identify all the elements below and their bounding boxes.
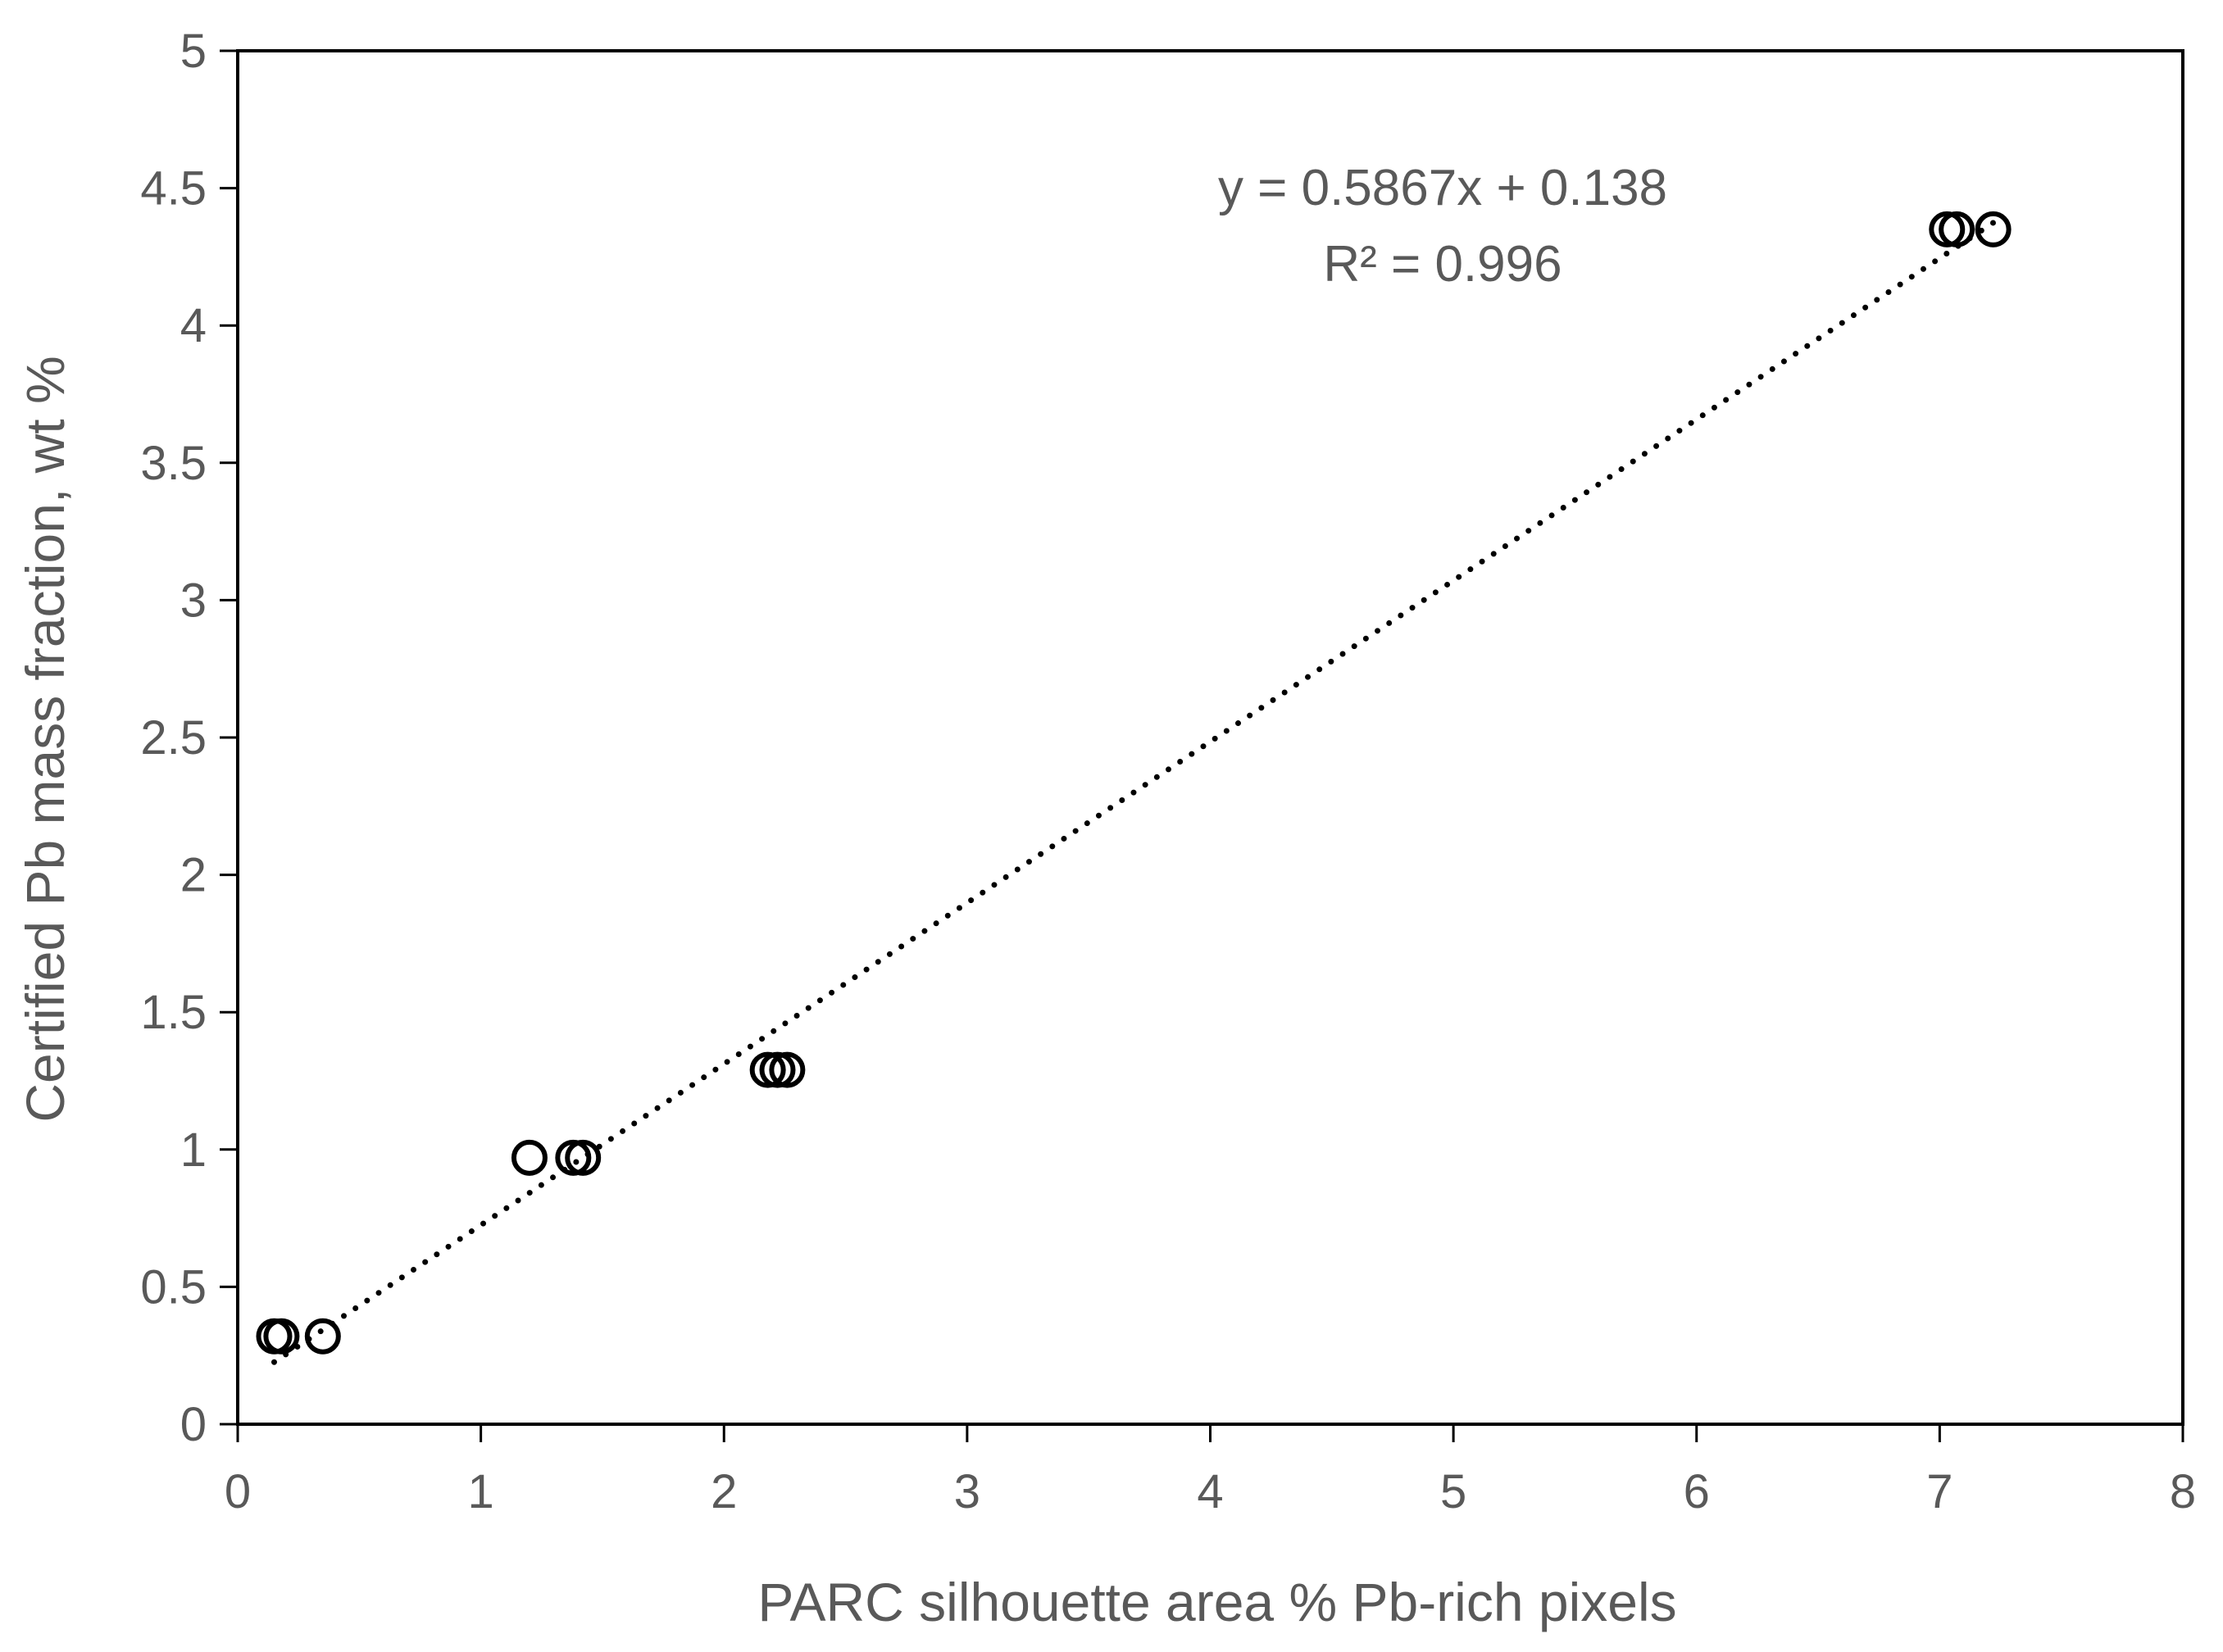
y-tick-label: 2 [180, 849, 207, 902]
y-tick-label: 4.5 [140, 162, 207, 216]
data-point [1975, 211, 2012, 247]
data-point [304, 1318, 341, 1355]
y-tick-label: 2.5 [140, 711, 207, 765]
trendline-path [270, 220, 1997, 1365]
trendline [270, 220, 1997, 1365]
x-tick-label: 7 [1926, 1465, 1953, 1518]
y-tick-label: 5 [180, 25, 207, 78]
data-point [263, 1318, 300, 1355]
tick-labels: 0 1 2 3 4 5 6 7 8 0 0.5 1 1.5 2 2.5 3 3.5 4 4.5 5 [140, 25, 2196, 1518]
data-point [759, 1051, 796, 1088]
y-tick-label: 1.5 [140, 986, 207, 1039]
data-point [511, 1139, 548, 1176]
data-points [256, 211, 2012, 1355]
x-tick-label: 3 [954, 1465, 980, 1518]
x-tick-label: 1 [467, 1465, 493, 1518]
data-point [565, 1139, 602, 1176]
data-point [555, 1139, 592, 1176]
data-point [1939, 211, 1975, 247]
x-tick-label: 0 [225, 1465, 251, 1518]
trendline-r-squared: R² = 0.996 [1323, 236, 1562, 293]
data-point [769, 1051, 806, 1088]
data-point [749, 1051, 786, 1088]
x-tick-label: 2 [711, 1465, 737, 1518]
y-tick-label: 4 [180, 299, 207, 352]
y-tick-label: 0.5 [140, 1260, 207, 1314]
data-point [1929, 211, 1966, 247]
x-tick-label: 5 [1440, 1465, 1466, 1518]
plot-frame [236, 49, 2184, 1426]
y-tick-label: 1 [180, 1123, 207, 1177]
x-axis-title: PARC silhouette area % Pb-rich pixels [757, 1572, 1676, 1632]
y-axis-title: Certified Pb mass fraction, wt % [15, 356, 75, 1122]
x-tick-label: 8 [2170, 1465, 2196, 1518]
y-tick-label: 3.5 [140, 437, 207, 490]
trendline-equation: y = 0.5867x + 0.138 [1218, 160, 1667, 216]
axes [220, 49, 2184, 1442]
y-tick-label: 0 [180, 1398, 207, 1451]
x-tick-label: 4 [1197, 1465, 1223, 1518]
y-tick-label: 3 [180, 574, 207, 627]
x-tick-label: 6 [1684, 1465, 1710, 1518]
